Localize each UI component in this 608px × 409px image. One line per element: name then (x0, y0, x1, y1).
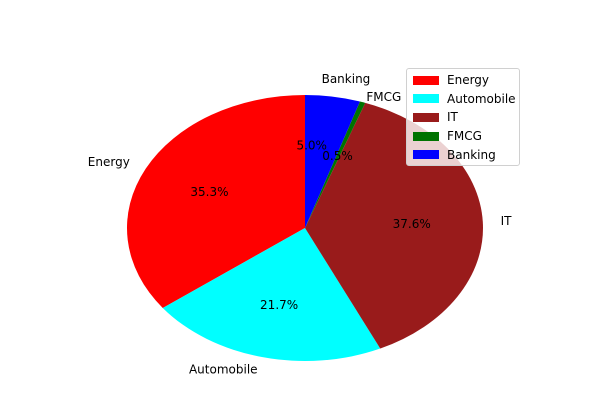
legend-item-automobile: Automobile (413, 90, 519, 109)
legend-swatch-fmcg (413, 131, 439, 141)
slice-percent-label-it: 37.6% (393, 217, 431, 231)
legend: Energy Automobile IT FMCG Banking (406, 68, 520, 166)
pie-slice-banking (305, 95, 360, 228)
pie-slice-energy (126, 95, 305, 308)
slice-percent-label-energy: 35.3% (190, 185, 228, 199)
legend-swatch-energy (413, 75, 439, 85)
slice-name-label-fmcg: FMCG (366, 90, 401, 104)
legend-swatch-banking (413, 150, 439, 160)
legend-item-it: IT (413, 108, 519, 127)
legend-label-it: IT (447, 110, 458, 125)
pie-labels: Energy 35.3% Automobile 21.7% IT 37.6% FMCG 0.5… (88, 72, 512, 376)
pie-slice-fmcg (305, 101, 366, 228)
slice-percent-label-fmcg: 0.5% (322, 149, 353, 163)
slice-name-label-it: IT (501, 214, 513, 228)
legend-item-banking: Banking (413, 145, 519, 164)
legend-label-automobile: Automobile (447, 91, 516, 106)
legend-swatch-automobile (413, 94, 439, 104)
pie-slice-automobile (162, 228, 381, 361)
legend-label-energy: Energy (447, 73, 490, 88)
slice-name-label-energy: Energy (88, 155, 130, 169)
slice-percent-label-banking: 5.0% (296, 139, 327, 153)
legend-swatch-it (413, 112, 439, 122)
slice-percent-label-automobile: 21.7% (260, 298, 298, 312)
legend-item-fmcg: FMCG (413, 127, 519, 146)
slice-name-label-banking: Banking (322, 72, 371, 86)
legend-label-fmcg: FMCG (447, 129, 482, 144)
legend-label-banking: Banking (447, 147, 496, 162)
legend-item-energy: Energy (413, 71, 519, 90)
slice-name-label-automobile: Automobile (189, 362, 258, 376)
